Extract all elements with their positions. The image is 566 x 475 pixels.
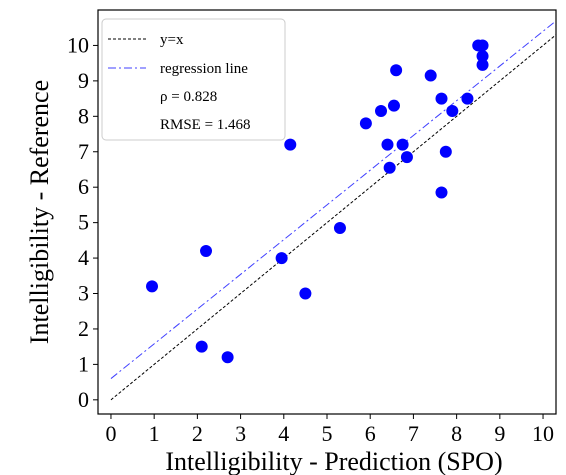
- data-point: [375, 105, 388, 117]
- data-point: [461, 92, 474, 105]
- y-axis-title: Intelligibility - Reference: [25, 80, 54, 344]
- y-tick-label: 1: [78, 351, 89, 376]
- data-point: [333, 221, 346, 234]
- legend-identity-label: y=x: [160, 32, 184, 48]
- data-point: [284, 138, 297, 151]
- y-tick-label: 2: [78, 316, 89, 341]
- x-tick-label: 0: [105, 421, 116, 446]
- x-tick-label: 6: [365, 421, 376, 446]
- x-tick-label: 7: [408, 421, 419, 446]
- data-point: [476, 58, 489, 71]
- data-point: [359, 117, 372, 130]
- y-tick-label: 10: [67, 32, 89, 57]
- data-point: [435, 186, 448, 199]
- x-tick-label: 5: [322, 421, 333, 446]
- x-tick-label: 9: [494, 421, 505, 446]
- legend-rmse-text: RMSE = 1.468: [160, 117, 251, 133]
- x-tick-label: 10: [532, 421, 554, 446]
- y-tick-label: 4: [78, 245, 89, 270]
- legend-box: [101, 18, 286, 141]
- legend-rho-text: ρ = 0.828: [160, 89, 217, 105]
- y-tick-label: 7: [78, 139, 89, 164]
- regression-line: [110, 20, 556, 379]
- data-point: [439, 145, 452, 158]
- x-axis-title: Intelligibility - Prediction (SPO): [165, 447, 502, 475]
- legend: y=x regression line ρ = 0.828 RMSE = 1.4…: [101, 18, 286, 141]
- x-tick-label: 1: [149, 421, 160, 446]
- legend-regression-label: regression line: [160, 61, 248, 77]
- data-point: [435, 92, 448, 105]
- x-tick-label: 3: [235, 421, 246, 446]
- data-point: [476, 39, 489, 52]
- data-point: [383, 161, 396, 174]
- data-point: [221, 351, 234, 364]
- data-point: [424, 69, 437, 82]
- y-tick-label: 3: [78, 281, 89, 306]
- data-point: [400, 151, 413, 164]
- data-point: [387, 99, 400, 112]
- data-point: [476, 50, 489, 63]
- data-point: [381, 138, 394, 151]
- data-point: [396, 138, 409, 151]
- data-point: [195, 340, 208, 353]
- y-tick-label: 6: [78, 174, 89, 199]
- y-tick-label: 0: [78, 387, 89, 412]
- y-tick-label: 9: [78, 68, 89, 93]
- y-tick-label: 5: [78, 210, 89, 235]
- x-tick-label: 2: [192, 421, 203, 446]
- data-point: [275, 252, 288, 265]
- x-tick-label: 8: [451, 421, 462, 446]
- data-point: [146, 280, 159, 293]
- data-point: [200, 244, 213, 257]
- data-point: [446, 105, 459, 117]
- identity-line: [110, 34, 556, 401]
- y-tick-label: 8: [78, 103, 89, 128]
- x-tick-label: 4: [278, 421, 289, 446]
- data-point: [299, 287, 312, 300]
- data-point: [390, 64, 403, 77]
